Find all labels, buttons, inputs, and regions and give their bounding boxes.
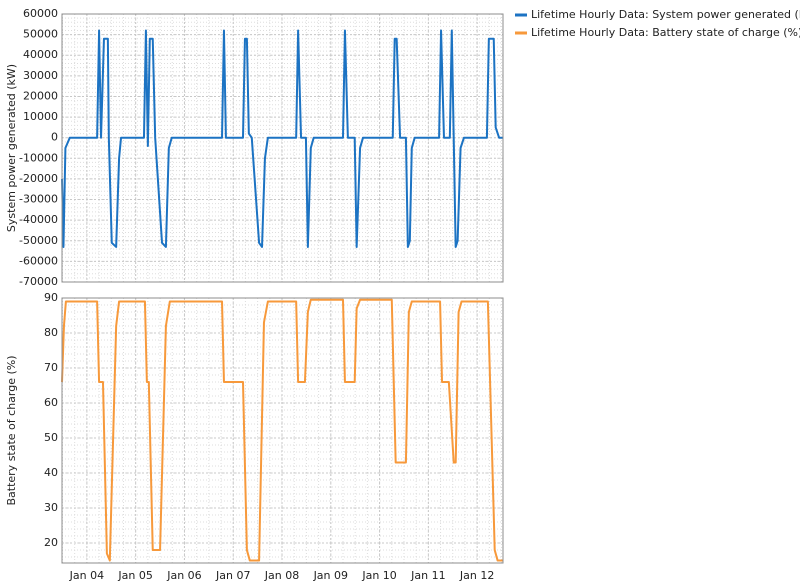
y-tick-label: -10000 [19,151,58,164]
plot-frame [61,297,504,564]
x-tick-label: Jan 04 [69,569,104,582]
y-tick-label: -20000 [19,172,58,185]
legend-label: Lifetime Hourly Data: System power gener… [531,8,800,21]
y-tick-label: -60000 [19,254,58,267]
y-tick-label: 0 [51,131,58,144]
y-tick-label: -40000 [19,213,58,226]
y-tick-label: 60 [44,396,58,409]
y-axis-title: System power generated (kW) [5,64,18,232]
plot-frame [61,13,504,283]
x-tick-label: Jan 09 [313,569,348,582]
x-tick-label: Jan 05 [117,569,152,582]
x-tick-label: Jan 12 [459,569,494,582]
y-tick-label: 50000 [23,28,58,41]
legend-label: Lifetime Hourly Data: Battery state of c… [531,26,800,39]
y-tick-label: 60000 [23,7,58,20]
y-tick-label: 20000 [23,89,58,102]
y-tick-label: 40000 [23,48,58,61]
y-tick-label: 90 [44,291,58,304]
y-tick-label: 10000 [23,110,58,123]
y-tick-label: -70000 [19,275,58,288]
y-tick-label: 40 [44,466,58,479]
x-tick-label: Jan 06 [166,569,201,582]
y-tick-label: -50000 [19,234,58,247]
y-tick-label: -30000 [19,193,58,206]
data-line [61,29,503,248]
y-tick-label: 30 [44,501,58,514]
y-tick-label: 70 [44,361,58,374]
y-tick-label: 20 [44,536,58,549]
x-tick-label: Jan 08 [264,569,299,582]
y-tick-label: 80 [44,326,58,339]
x-tick-label: Jan 07 [215,569,250,582]
x-tick-label: Jan 11 [410,569,445,582]
data-line [61,298,503,562]
y-tick-label: 30000 [23,69,58,82]
x-tick-label: Jan 10 [361,569,396,582]
y-tick-label: 50 [44,431,58,444]
y-axis-title: Battery state of charge (%) [5,355,18,505]
